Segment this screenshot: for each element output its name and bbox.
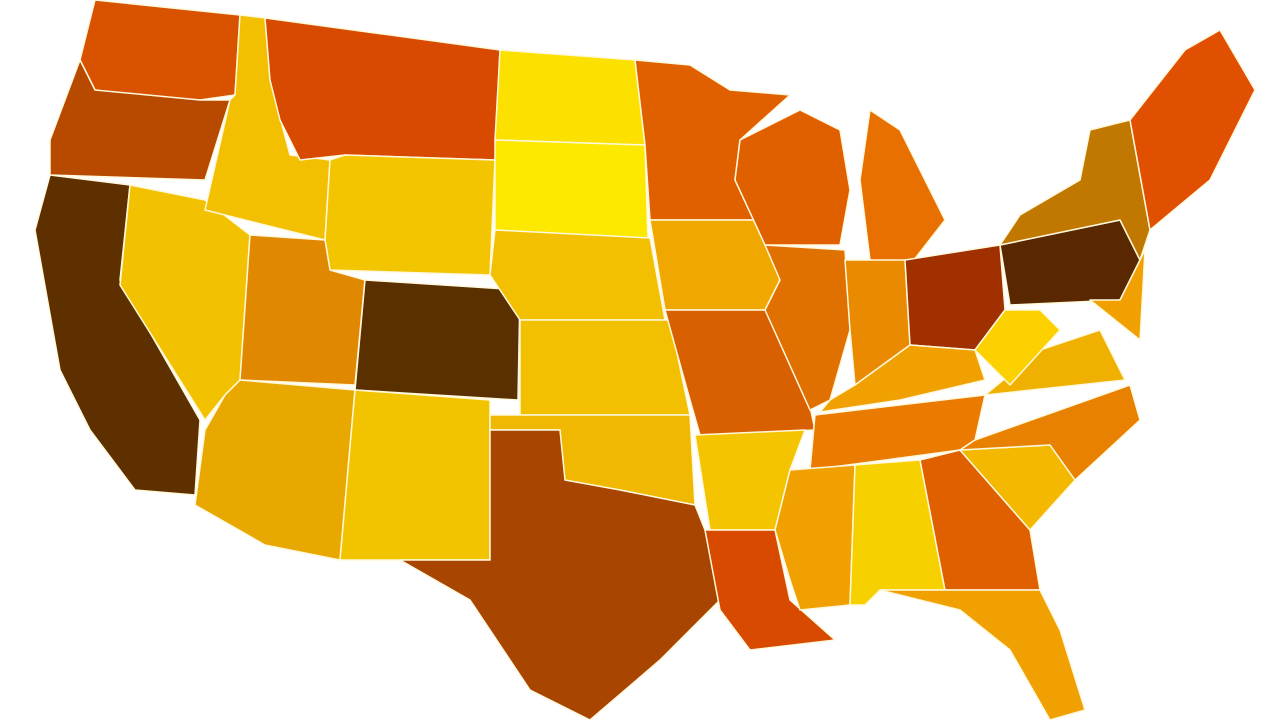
state [974,309,1061,386]
state [399,429,721,720]
state [494,139,649,241]
state [354,279,521,401]
state [734,109,851,246]
state [489,229,666,321]
state [819,344,986,413]
state [879,589,1086,720]
states [34,0,1256,720]
state [324,154,496,276]
state [79,0,241,101]
state [519,319,691,416]
state [339,389,491,561]
state [1129,29,1256,231]
state [959,384,1141,481]
state [49,59,231,181]
state [1089,249,1146,341]
state [494,49,646,146]
state [919,449,1041,591]
